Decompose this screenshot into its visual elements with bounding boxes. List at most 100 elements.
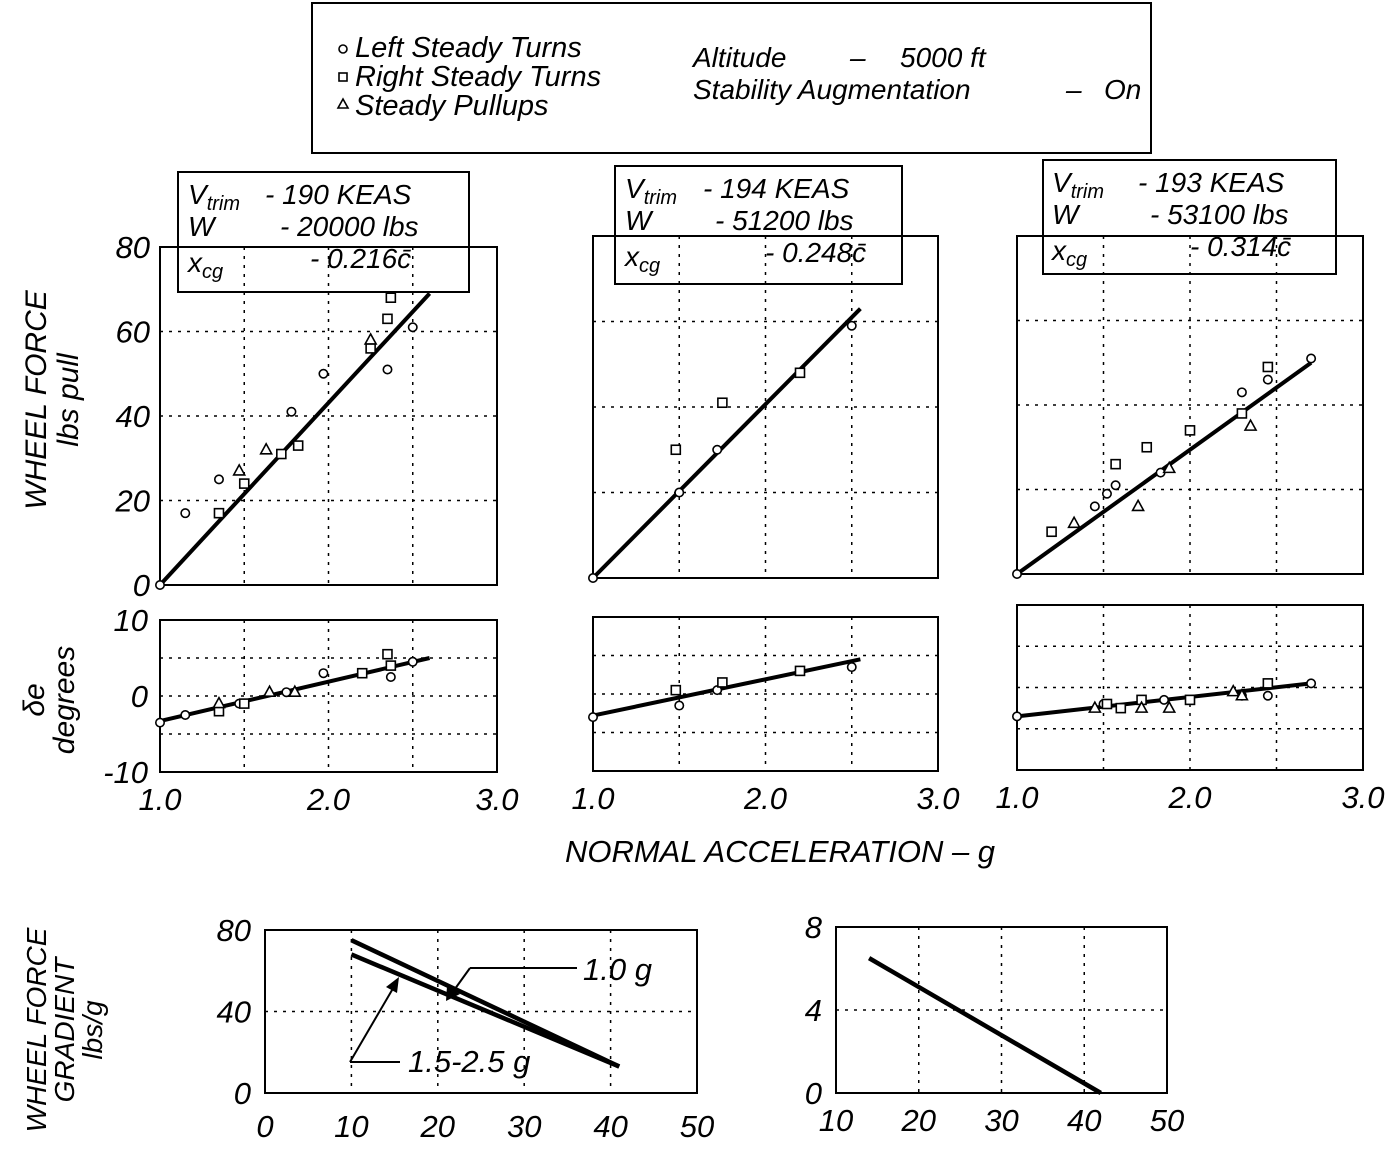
weight-value: - 53100 lbs: [1150, 199, 1289, 230]
data-point-left-turn: [286, 406, 297, 417]
data-point-right-turn: [717, 677, 728, 688]
y-tick-label: 0: [131, 679, 148, 714]
weight-value: - 51200 lbs: [715, 205, 854, 236]
data-point-left-turn: [1089, 501, 1100, 512]
data-point-pullup: [1131, 498, 1145, 512]
legend-sas-value: On: [1104, 74, 1141, 105]
condition-box-frame: [177, 171, 470, 293]
data-point-right-turn: [1184, 694, 1196, 706]
data-point-right-turn: [1101, 698, 1113, 710]
data-point-left-turn: [407, 322, 418, 333]
data-point-pullup: [1087, 700, 1102, 713]
legend-label-right-turns: Right Steady Turns: [355, 61, 601, 93]
weight-label: W: [188, 211, 217, 242]
x-tick-label: 1.0: [995, 780, 1038, 815]
data-point-pullup: [363, 332, 378, 345]
x-tick-label: 30: [507, 1109, 541, 1144]
data-point-right-turn: [365, 343, 376, 354]
legend-frame: [311, 2, 1152, 154]
data-point-right-turn: [1046, 526, 1057, 538]
data-point-left-turn: [587, 572, 598, 583]
data-point-left-turn: [281, 687, 292, 698]
data-point-right-turn: [238, 478, 250, 489]
data-point-left-turn: [712, 444, 723, 455]
chart-panel-3: [1011, 235, 1364, 579]
data-point-left-turn: [318, 668, 329, 679]
data-point-pullup: [1134, 700, 1149, 713]
chart-panel-4: -10 0 10 1.0 2.0 3.0: [103, 603, 518, 817]
data-point-pullup: [1226, 683, 1241, 697]
weight-value: - 20000 lbs: [280, 211, 419, 242]
data-point-left-turn: [1236, 387, 1247, 398]
x-tick-label: 40: [1067, 1103, 1101, 1138]
series-label: 1.5-2.5 g: [408, 1044, 530, 1079]
x-tick-label: 20: [901, 1103, 936, 1138]
y-tick-label: 0: [234, 1076, 251, 1111]
data-point-left-turn: [1110, 480, 1121, 491]
y-tick-label: 80: [217, 913, 251, 948]
data-point-left-turn: [1306, 678, 1317, 689]
x-tick-label: 2.0: [306, 782, 350, 817]
y-tick-label: 4: [805, 993, 822, 1028]
data-point-right-turn: [238, 698, 250, 709]
data-point-right-turn: [1262, 361, 1274, 373]
y-tick-label: 40: [217, 995, 251, 1030]
data-point-left-turn: [1159, 694, 1170, 705]
data-point-pullup: [1235, 688, 1249, 701]
data-point-pullup: [232, 463, 247, 476]
y-tick-label: 80: [116, 230, 150, 265]
plot-frame: [159, 246, 498, 586]
data-point-left-turn: [180, 709, 191, 720]
xcg-value: - 0.216c̄: [310, 243, 411, 274]
data-point-right-turn: [1184, 425, 1196, 436]
legend-circle-marker: [338, 44, 348, 54]
gradient-axis-title-3: lbs/g: [77, 1000, 108, 1060]
series-line-1-5-2-5-g: [350, 952, 621, 1069]
data-point-left-turn: [382, 364, 393, 375]
vtrim-value: - 194 KEAS: [703, 173, 850, 204]
y-tick-label: 0: [133, 568, 150, 603]
x-tick-label: 2.0: [743, 781, 787, 816]
data-point-right-turn: [1236, 408, 1248, 419]
y-tick-label: 8: [805, 910, 823, 945]
legend-square-marker: [338, 72, 348, 82]
data-point-right-turn: [670, 684, 682, 696]
data-point-right-turn: [1262, 678, 1274, 689]
data-point-right-turn: [794, 367, 806, 379]
y-tick-label: 10: [114, 603, 148, 638]
x-tick-label: 3.0: [916, 781, 959, 816]
x-tick-label: 3.0: [1341, 780, 1384, 815]
data-point-right-turn: [1115, 702, 1127, 714]
annotation-arrowhead-15g: [386, 977, 399, 993]
x-tick-label: 10: [819, 1103, 853, 1138]
data-point-left-turn: [385, 671, 396, 682]
data-point-pullup: [1162, 460, 1177, 474]
data-point-pullup: [259, 442, 274, 455]
data-point-left-turn: [846, 320, 857, 331]
gradient-axis-title-1: WHEEL FORCE: [21, 927, 52, 1132]
data-point-pullup: [1243, 418, 1258, 431]
legend-label-pullups: Steady Pullups: [355, 90, 548, 122]
data-point-left-turn: [846, 662, 857, 673]
x-tick-label: 20: [420, 1109, 455, 1144]
data-point-right-turn: [213, 507, 225, 519]
data-point-left-turn: [587, 712, 598, 723]
elevator-axis-title: δe: [18, 683, 51, 716]
data-point-left-turn: [1262, 374, 1273, 385]
data-point-left-turn: [1262, 690, 1273, 701]
data-point-pullup: [287, 684, 302, 698]
condition-box-1: Vtrim - 190 KEAS W - 20000 lbs xcg - 0.2…: [177, 171, 470, 293]
plot-frame: [159, 619, 498, 773]
data-point-left-turn: [1011, 568, 1022, 579]
data-point-right-turn: [1141, 441, 1153, 453]
chart-panel-6: 1.0 2.0 3.0: [995, 604, 1385, 815]
chart-panel-1: 0 20 40 60 80: [115, 230, 498, 603]
data-point-right-turn: [794, 665, 806, 677]
fit-line: [1015, 361, 1313, 576]
data-point-left-turn: [407, 656, 418, 667]
series-line: [867, 956, 1102, 1095]
y-tick-label: 20: [115, 484, 150, 519]
condition-box-2: Vtrim - 194 KEAS W - 51200 lbs xcg - 0.2…: [614, 165, 903, 285]
x-tick-label: 1.0: [571, 781, 614, 816]
